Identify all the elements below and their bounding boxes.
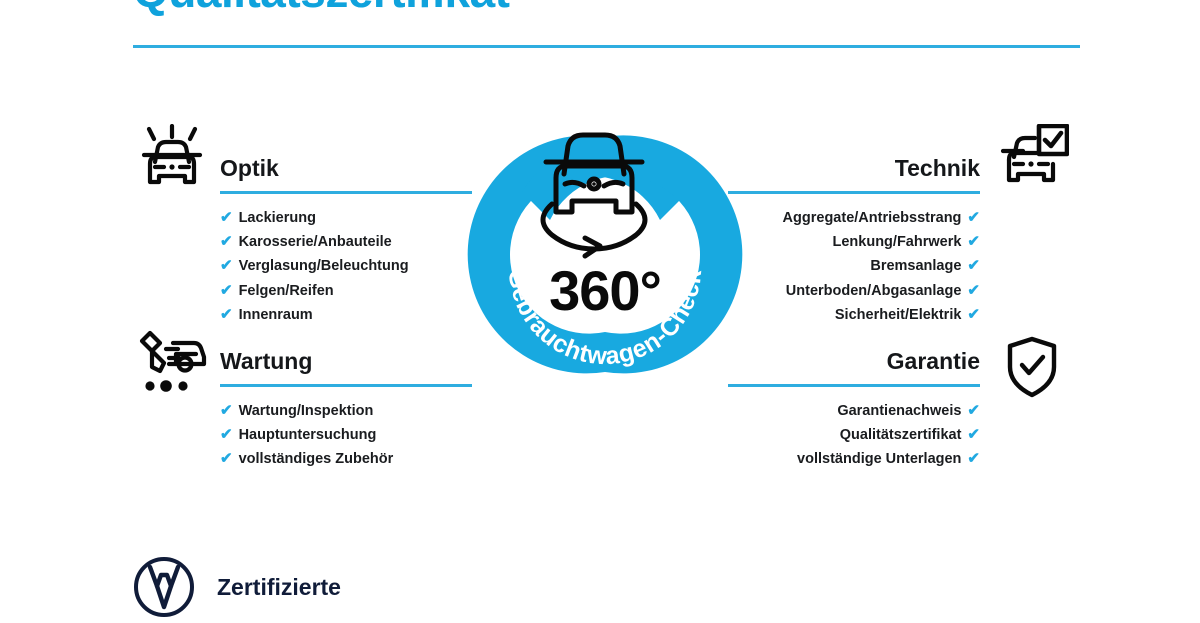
page-title: Qualitätszertifikat xyxy=(133,0,510,18)
section-title-garantie: Garantie xyxy=(886,348,980,374)
list-item-label: Karosserie/Anbauteile xyxy=(238,234,392,251)
check-icon: ✔ xyxy=(967,257,980,275)
checklist-optik: ✔ Lackierung ✔ Karosserie/Anbauteile ✔ Verg… xyxy=(220,206,472,327)
list-item-label: Garantienachweis xyxy=(837,403,962,419)
list-item-label: Lackierung xyxy=(238,210,316,226)
check-icon: ✔ xyxy=(967,450,980,468)
list-item: ✔ Karosserie/Anbauteile xyxy=(220,230,472,254)
car-checkbox-icon xyxy=(997,123,1070,192)
list-item-label: vollständiges Zubehör xyxy=(238,451,394,468)
footer-label: Zertifizierte xyxy=(217,573,341,600)
section-garantie: Garantie ✔ Garantienachweis ✔ Qualitätszer… xyxy=(728,341,980,472)
car-shine-icon xyxy=(133,123,211,196)
badge-ring-left xyxy=(467,135,688,374)
list-item: ✔ Hauptuntersuchung xyxy=(220,423,472,447)
list-item: ✔ Sicherheit/Elektrik xyxy=(728,303,980,327)
section-divider xyxy=(220,384,472,387)
section-header: Garantie xyxy=(728,341,980,387)
list-item: ✔ Lackierung xyxy=(220,206,472,230)
list-item-label: Verglasung/Beleuchtung xyxy=(238,258,409,275)
check-icon: ✔ xyxy=(220,450,233,468)
list-item-label: Wartung/Inspektion xyxy=(238,403,374,419)
section-divider xyxy=(220,191,472,194)
list-item: ✔ vollständige Unterlagen xyxy=(728,447,980,471)
section-optik: Optik ✔ Lackierung ✔ Karosserie/Anbauteile… xyxy=(220,148,472,327)
checklist-technik: ✔ Aggregate/Antriebsstrang ✔ Lenkung/Fahrw… xyxy=(728,206,980,327)
section-title-wartung: Wartung xyxy=(220,348,313,374)
list-item-label: Hauptuntersuchung xyxy=(238,427,377,444)
section-technik: Technik ✔ Aggregate/Antriebsstrang ✔ Lenku… xyxy=(728,148,980,327)
footer: Zertifizierte xyxy=(133,556,341,618)
checklist-wartung: ✔ Wartung/Inspektion ✔ Hauptuntersuchung ✔… xyxy=(220,399,472,472)
section-title-technik: Technik xyxy=(894,155,980,181)
check-icon: ✔ xyxy=(967,233,980,251)
check-icon: ✔ xyxy=(220,281,233,299)
list-item: ✔ Verglasung/Beleuchtung xyxy=(220,254,472,278)
check-icon: ✔ xyxy=(220,233,233,251)
check-icon: ✔ xyxy=(967,281,980,299)
section-header: Technik xyxy=(728,148,980,194)
section-header: Optik xyxy=(220,148,472,194)
list-item-label: Unterboden/Abgasanlage xyxy=(785,282,962,299)
list-item-label: Aggregate/Antriebsstrang xyxy=(782,210,962,226)
360-check-badge: Gebrauchtwagen-Check 360° xyxy=(460,98,750,398)
list-item: ✔ vollständiges Zubehör xyxy=(220,447,472,471)
header-divider xyxy=(133,45,1080,48)
vw-logo-icon xyxy=(133,556,195,618)
section-wartung: Wartung ✔ Wartung/Inspektion ✔ Hauptunters… xyxy=(220,341,472,472)
list-item: ✔ Lenkung/Fahrwerk xyxy=(728,230,981,254)
section-header: Wartung xyxy=(220,341,472,387)
section-divider xyxy=(728,384,980,387)
check-icon: ✔ xyxy=(967,402,980,419)
list-item-label: Bremsanlage xyxy=(870,258,962,275)
list-item: ✔ Unterboden/Abgasanlage xyxy=(728,279,980,303)
badge-ring-right xyxy=(522,135,743,374)
list-item: ✔ Garantienachweis xyxy=(728,399,980,423)
list-item-label: vollständige Unterlagen xyxy=(797,451,962,468)
check-icon: ✔ xyxy=(220,402,233,419)
checklist-garantie: ✔ Garantienachweis ✔ Qualitätszertifikat ✔… xyxy=(728,399,980,472)
check-icon: ✔ xyxy=(967,426,980,444)
pen-car-service-icon xyxy=(133,330,211,400)
list-item: ✔ Wartung/Inspektion xyxy=(220,399,472,423)
list-item-label: Qualitätszertifikat xyxy=(839,427,962,444)
section-title-optik: Optik xyxy=(220,155,279,181)
list-item-label: Lenkung/Fahrwerk xyxy=(832,234,962,251)
check-icon: ✔ xyxy=(220,305,233,323)
certificate-page: Qualitätszertifikat xyxy=(133,0,1080,617)
check-icon: ✔ xyxy=(967,305,980,323)
section-divider xyxy=(728,191,980,194)
list-item-label: Sicherheit/Elektrik xyxy=(834,306,962,323)
check-icon: ✔ xyxy=(220,426,233,444)
list-item: ✔ Bremsanlage xyxy=(728,254,980,278)
check-icon: ✔ xyxy=(220,209,233,226)
car-rotate-icon xyxy=(540,132,648,259)
shield-check-icon xyxy=(1006,336,1058,398)
list-item: ✔ Felgen/Reifen xyxy=(220,279,472,303)
badge-degrees: 360° xyxy=(549,259,662,322)
check-icon: ✔ xyxy=(967,209,980,226)
check-icon: ✔ xyxy=(220,257,233,275)
list-item: ✔ Qualitätszertifikat xyxy=(728,423,980,447)
list-item-label: Innenraum xyxy=(238,306,313,323)
list-item: ✔ Aggregate/Antriebsstrang xyxy=(728,206,980,230)
list-item-label: Felgen/Reifen xyxy=(238,282,334,299)
list-item: ✔ Innenraum xyxy=(220,303,472,327)
